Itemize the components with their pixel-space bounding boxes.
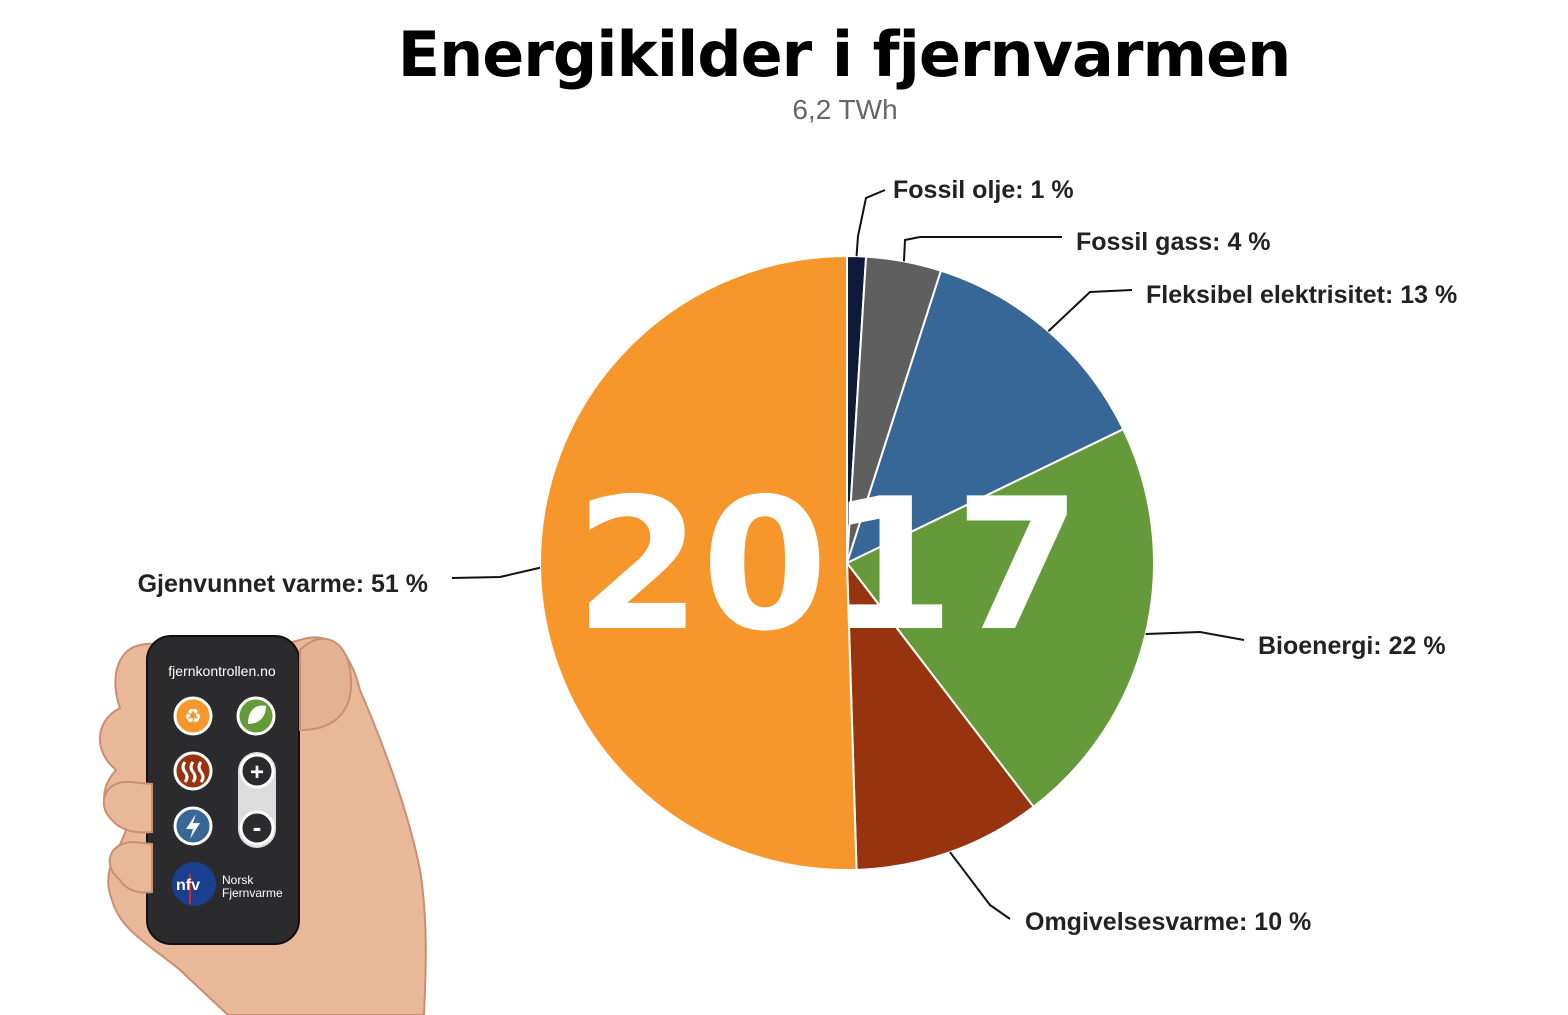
leader-line-omgivelsesvarme bbox=[949, 851, 1011, 920]
slice-label-omgivelsesvarme: Omgivelsesvarme: 10 % bbox=[1025, 908, 1311, 936]
thumb bbox=[299, 637, 352, 732]
leader-line-fossil-gass bbox=[902, 236, 1062, 262]
slice-label-bioenergi: Bioenergi: 22 % bbox=[1258, 632, 1446, 660]
logo-line-2: Fjernvarme bbox=[222, 886, 283, 900]
recycle-glyph: ♻ bbox=[184, 706, 202, 728]
year-overlay: 2017 bbox=[575, 459, 1082, 671]
finger-left bbox=[102, 780, 153, 834]
leader-line-gjenvunnet-varme bbox=[451, 566, 541, 579]
leader-line-fossil-olje bbox=[855, 189, 886, 257]
slice-labels: Fossil olje: 1 %Fossil gass: 4 % Fleksibe… bbox=[138, 176, 1458, 936]
pie-slice-gjenvunnet-varme bbox=[539, 254, 858, 871]
plus-button bbox=[239, 753, 275, 789]
recycle-icon bbox=[173, 696, 213, 736]
logo-line-1: Norsk bbox=[222, 873, 254, 887]
slice-label-fleksibel-elektrisitet: Fleksibel elektrisitet: 13 % bbox=[1146, 281, 1457, 309]
heat-glyph bbox=[181, 761, 205, 783]
leader-line-fleksibel-elektrisitet bbox=[1047, 289, 1133, 332]
nfv-logo bbox=[172, 862, 216, 906]
nfv-logo-text: nfv bbox=[176, 877, 200, 894]
slice-label-fossil-gass: Fossil gass: 4 % bbox=[1076, 228, 1271, 256]
plus-symbol: + bbox=[250, 759, 264, 786]
minus-button bbox=[239, 810, 275, 846]
remote-brand-url: fjernkontrollen.no bbox=[168, 663, 276, 679]
slice-label-fossil-olje: Fossil olje: 1 % bbox=[893, 176, 1074, 204]
hand-with-remote-image: fjernkontrollen.no ♻ + - nfv Norsk Fjern… bbox=[99, 635, 427, 1015]
leaf-glyph bbox=[248, 705, 266, 724]
minus-symbol: - bbox=[253, 812, 262, 842]
slice-label-gjenvunnet-varme: Gjenvunnet varme: 51 % bbox=[138, 570, 428, 598]
pie-slice-omgivelsesvarme bbox=[845, 559, 1035, 871]
pie-slices bbox=[539, 254, 1155, 871]
pie-slice-bioenergi bbox=[845, 427, 1155, 809]
chart-title: Energikilder i fjernvarmen bbox=[397, 18, 1292, 91]
leader-line-bioenergi bbox=[1145, 630, 1245, 641]
leader-lines bbox=[451, 189, 1245, 920]
pie-slice-fleksibel-elektrisitet bbox=[845, 269, 1125, 565]
finger-left-2 bbox=[108, 840, 153, 894]
lightning-glyph bbox=[186, 814, 200, 839]
chart-subtitle: 6,2 TWh bbox=[792, 94, 898, 125]
